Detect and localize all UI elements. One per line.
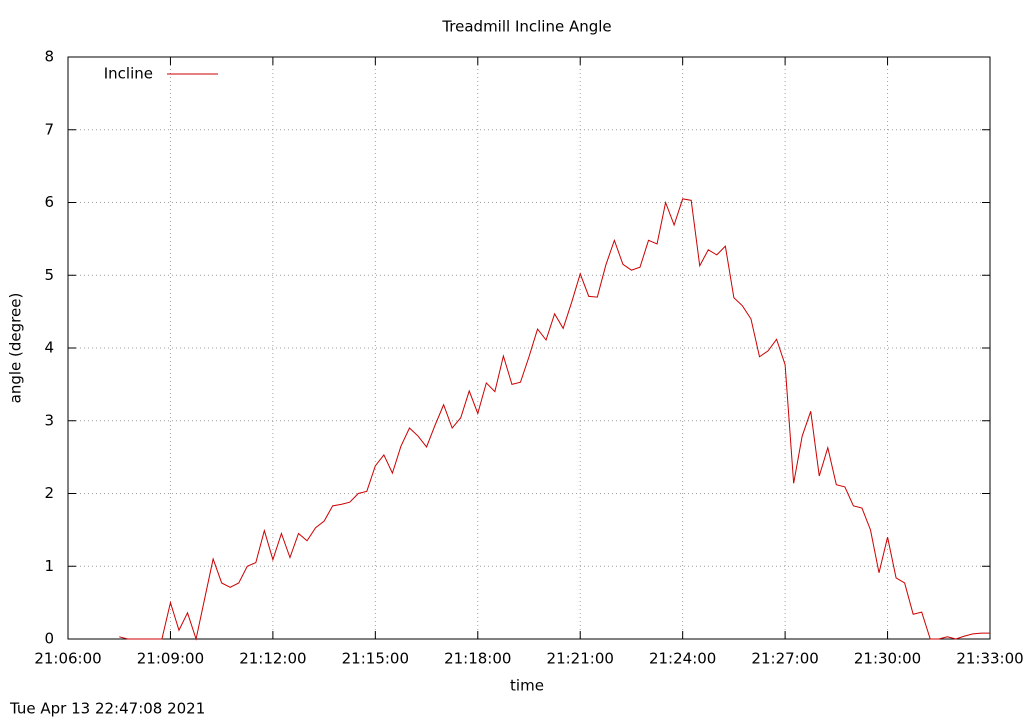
x-tick-label: 21:21:00 — [547, 650, 614, 668]
data-line — [119, 198, 990, 641]
y-tick-label: 6 — [44, 193, 54, 211]
legend-label: Incline — [104, 65, 153, 83]
y-tick-label: 5 — [44, 266, 54, 284]
timestamp: Tue Apr 13 22:47:08 2021 — [9, 700, 205, 718]
x-tick-label: 21:09:00 — [137, 650, 204, 668]
x-tick-label: 21:12:00 — [239, 650, 306, 668]
x-tick-label: 21:33:00 — [956, 650, 1023, 668]
x-tick-label: 21:24:00 — [649, 650, 716, 668]
y-tick-label: 3 — [44, 411, 54, 429]
x-tick-label: 21:18:00 — [444, 650, 511, 668]
y-tick-label: 0 — [44, 630, 54, 648]
x-tick-label: 21:30:00 — [854, 650, 921, 668]
y-tick-label: 2 — [44, 484, 54, 502]
y-tick-label: 8 — [44, 48, 54, 66]
x-tick-label: 21:06:00 — [34, 650, 101, 668]
y-tick-label: 4 — [44, 339, 54, 357]
x-axis-label: time — [510, 677, 544, 695]
y-axis-label: angle (degree) — [7, 293, 25, 404]
x-tick-label: 21:27:00 — [751, 650, 818, 668]
y-tick-label: 1 — [44, 557, 54, 575]
chart-title: Treadmill Incline Angle — [441, 18, 611, 36]
x-tick-label: 21:15:00 — [342, 650, 409, 668]
y-tick-label: 7 — [44, 120, 54, 138]
